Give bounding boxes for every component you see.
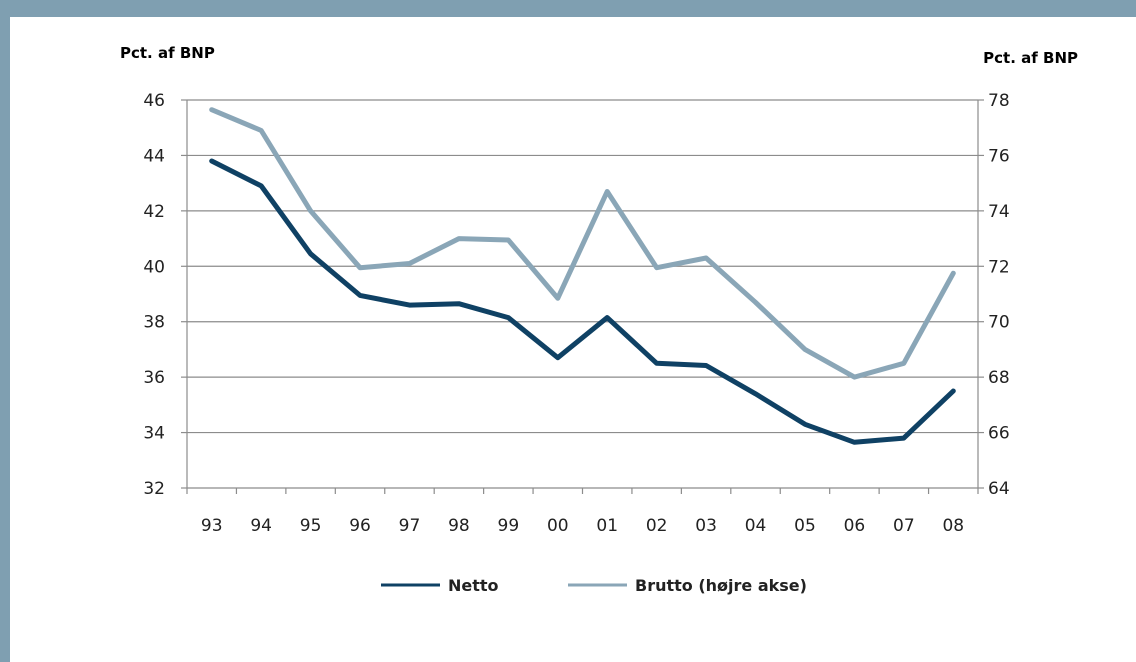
right-tick-label: 74 <box>988 202 1010 222</box>
x-tick-label: 99 <box>498 516 520 536</box>
x-tick-label: 07 <box>893 516 915 536</box>
left-axis-label: Pct. af BNP <box>120 44 215 62</box>
left-tick-label: 38 <box>143 313 165 333</box>
legend-label: Netto <box>448 576 499 595</box>
x-tick-label: 94 <box>250 516 272 536</box>
x-tick-label: 02 <box>646 516 668 536</box>
x-tick-label: 95 <box>300 516 322 536</box>
right-tick-label: 68 <box>988 368 1010 388</box>
right-tick-label: 66 <box>988 424 1010 444</box>
legend-label: Brutto (højre akse) <box>635 576 807 595</box>
x-tick-label: 04 <box>745 516 767 536</box>
series-line-brutto <box>209 107 956 380</box>
x-tick-label: 05 <box>794 516 816 536</box>
grid-lines <box>187 99 978 489</box>
left-tick-label: 36 <box>143 368 165 388</box>
x-tick-label: 00 <box>547 516 569 536</box>
x-tick-label: 97 <box>399 516 421 536</box>
left-tick-label: 44 <box>143 146 165 166</box>
series-lines <box>209 107 956 445</box>
left-tick-label: 32 <box>143 479 165 499</box>
x-tick-label: 93 <box>201 516 223 536</box>
right-tick-label: 78 <box>988 91 1010 111</box>
series-line-netto <box>209 158 956 445</box>
left-tick-label: 42 <box>143 202 165 222</box>
left-tick-label: 34 <box>143 424 165 444</box>
left-tick-label: 46 <box>143 91 165 111</box>
legend: Netto Brutto (højre akse) <box>381 576 807 595</box>
right-tick-label: 76 <box>988 146 1010 166</box>
figure-header-bar <box>0 0 1136 17</box>
right-axis-label: Pct. af BNP <box>983 49 1078 67</box>
x-tick-label: 98 <box>448 516 470 536</box>
x-tick-label: 08 <box>942 516 964 536</box>
x-tick-label: 06 <box>844 516 866 536</box>
figure-left-border <box>0 0 10 662</box>
axes: 32 34 36 38 40 42 44 46 64 66 68 70 72 74 76 78 93 94 95 96… <box>143 91 1009 536</box>
left-tick-label: 40 <box>143 257 165 277</box>
right-tick-label: 64 <box>988 479 1010 499</box>
x-tick-label: 01 <box>596 516 618 536</box>
x-tick-label: 96 <box>349 516 371 536</box>
right-tick-label: 72 <box>988 257 1010 277</box>
right-tick-label: 70 <box>988 313 1010 333</box>
x-tick-label: 03 <box>695 516 717 536</box>
